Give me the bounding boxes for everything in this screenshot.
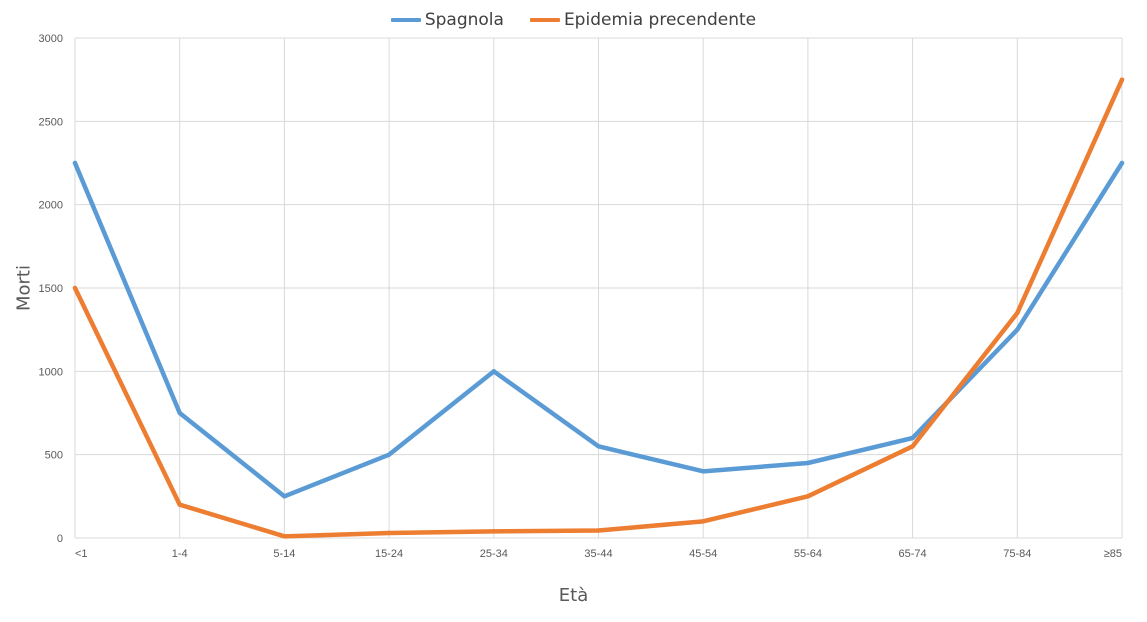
series-lines [72, 77, 1125, 539]
x-tick-labels: <1 1-4 5-14 15-24 25-34 35-44 45-54 55-64 65-74 7… [75, 548, 1122, 560]
x-tick-label: 25-34 [480, 548, 508, 560]
data-point [701, 519, 706, 524]
data-point [1119, 77, 1125, 82]
legend-swatch-spagnola [390, 18, 421, 22]
data-point [177, 410, 182, 416]
y-tick-label: 0 [57, 533, 63, 545]
x-tick-label: 15-24 [375, 548, 403, 560]
x-tick-label: 55-64 [794, 548, 822, 560]
data-point [805, 494, 811, 499]
legend-item-spagnola: Spagnola [390, 10, 504, 30]
data-point [72, 285, 78, 291]
y-tick-label: 2000 [39, 200, 63, 212]
x-axis-title: Età [558, 585, 589, 606]
y-tick-label: 1500 [39, 283, 63, 295]
data-point [386, 530, 392, 536]
y-tick-label: 1000 [39, 366, 63, 378]
data-point [596, 528, 601, 533]
data-point [491, 369, 496, 374]
data-point [386, 452, 392, 457]
x-tick-label: 35-44 [584, 548, 612, 560]
y-axis-title: Morti [13, 264, 35, 312]
data-point [910, 444, 915, 449]
grid-lines [74, 37, 1123, 539]
data-point [177, 502, 182, 507]
legend-item-epidemia-precendente: Epidemia precendente [529, 10, 757, 30]
y-tick-label: 3000 [39, 33, 63, 45]
data-point [282, 494, 287, 499]
legend: Spagnola Epidemia precendente [0, 10, 1147, 30]
legend-label-epidemia-precendente: Epidemia precendente [563, 10, 757, 30]
data-point [596, 444, 601, 449]
y-tick-labels: 0 500 1000 1500 2000 2500 3000 [39, 33, 63, 545]
data-point [1015, 327, 1020, 332]
data-point [72, 160, 78, 166]
data-point [910, 435, 915, 441]
x-tick-label: 45-54 [689, 548, 717, 560]
x-tick-label: ≥85 [1104, 548, 1122, 560]
data-point [491, 529, 496, 534]
data-point [282, 534, 287, 539]
legend-label-spagnola: Spagnola [424, 10, 504, 30]
data-point [701, 469, 706, 474]
x-tick-label: 75-84 [1003, 548, 1031, 560]
x-tick-label: 5-14 [273, 548, 295, 560]
data-point [1015, 310, 1020, 316]
data-point [805, 460, 811, 466]
x-tick-label: 1-4 [172, 548, 188, 560]
y-tick-label: 2500 [39, 116, 63, 128]
x-tick-label: <1 [75, 548, 88, 560]
data-point [1119, 160, 1125, 166]
x-tick-label: 65-74 [899, 548, 927, 560]
legend-swatch-epidemia-precendente [529, 18, 560, 22]
y-tick-label: 500 [45, 450, 63, 462]
